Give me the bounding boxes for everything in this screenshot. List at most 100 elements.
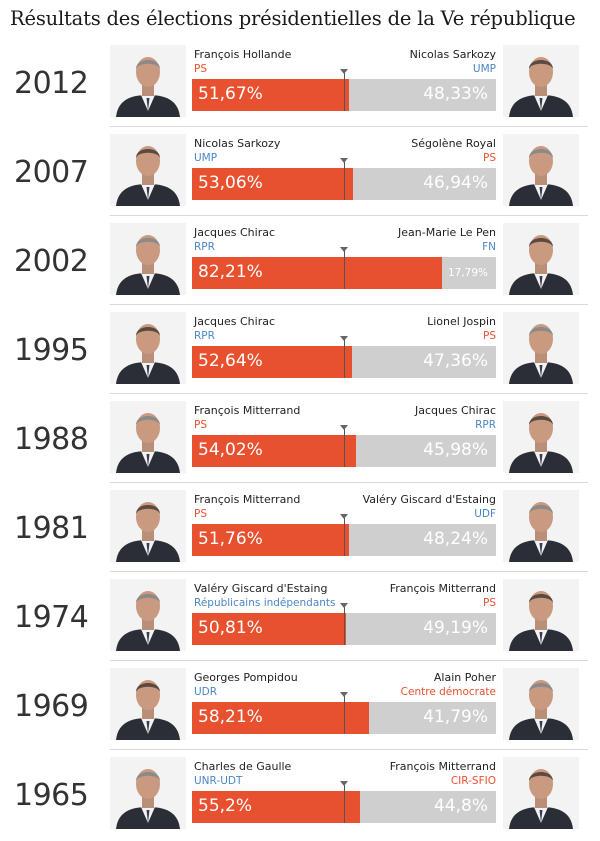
right-result-label: 41,79%	[423, 707, 488, 727]
portrait-icon	[110, 401, 186, 473]
right-result-label: 47,36%	[423, 351, 488, 371]
portrait-icon	[110, 45, 186, 117]
portrait-icon	[503, 490, 579, 562]
row-divider	[110, 749, 588, 750]
portrait-icon	[503, 668, 579, 740]
right-candidate-photo	[503, 757, 579, 829]
left-result-label: 51,67%	[198, 84, 263, 104]
row-divider	[110, 304, 588, 305]
left-result-label: 52,64%	[198, 351, 263, 371]
portrait-icon	[503, 134, 579, 206]
left-candidate-party: PS	[194, 508, 207, 520]
fifty-percent-marker	[340, 158, 348, 163]
row-divider	[110, 126, 588, 127]
left-candidate-name: Charles de Gaulle	[194, 760, 292, 773]
right-candidate-photo	[503, 401, 579, 473]
right-candidate-photo	[503, 134, 579, 206]
fifty-percent-line	[344, 785, 345, 823]
portrait-icon	[503, 757, 579, 829]
left-result-bar	[192, 79, 349, 111]
left-candidate-photo	[110, 312, 186, 384]
left-candidate-party: RPR	[194, 241, 215, 253]
left-candidate-party: UMP	[194, 152, 218, 164]
left-candidate-name: Jacques Chirac	[194, 315, 276, 328]
right-candidate-party: PS	[483, 330, 496, 342]
result-bar: 52,64% 47,36%	[192, 336, 496, 378]
result-bar: 51,76% 48,24%	[192, 514, 496, 556]
result-bar: 55,2% 44,8%	[192, 781, 496, 823]
fifty-percent-line	[344, 607, 345, 645]
year-label: 1974	[14, 600, 89, 635]
row-divider	[110, 393, 588, 394]
fifty-percent-line	[344, 340, 345, 378]
year-label: 2002	[14, 244, 89, 279]
right-result-label: 45,98%	[423, 440, 488, 460]
left-result-bar	[192, 791, 360, 823]
fifty-percent-line	[344, 518, 345, 556]
left-result-bar	[192, 702, 369, 734]
left-candidate-party: UNR-UDT	[194, 775, 243, 787]
result-bar: 54,02% 45,98%	[192, 425, 496, 467]
election-row: 1981 François Mitterrand PS Valéry Gisca…	[0, 485, 600, 574]
fifty-percent-marker	[340, 692, 348, 697]
right-result-label: 48,33%	[423, 84, 488, 104]
election-row: 1995 Jacques Chirac RPR Lionel Jospin PS…	[0, 307, 600, 396]
left-candidate-name: François Mitterrand	[194, 404, 301, 417]
right-candidate-name: Nicolas Sarkozy	[409, 48, 496, 61]
left-result-label: 54,02%	[198, 440, 263, 460]
left-result-label: 55,2%	[198, 796, 253, 816]
left-candidate-party: UDR	[194, 686, 218, 698]
portrait-icon	[110, 490, 186, 562]
left-result-bar	[192, 435, 356, 467]
right-candidate-party: CIR-SFIO	[450, 775, 496, 787]
fifty-percent-line	[344, 73, 345, 111]
year-label: 1988	[14, 422, 89, 457]
election-row: 2012 François Hollande PS Nicolas Sarkoz…	[0, 40, 600, 129]
left-candidate-name: Nicolas Sarkozy	[194, 137, 281, 150]
election-row: 2007 Nicolas Sarkozy UMP Ségolène Royal …	[0, 129, 600, 218]
right-candidate-name: Jacques Chirac	[414, 404, 496, 417]
year-label: 2007	[14, 155, 89, 190]
portrait-icon	[503, 45, 579, 117]
result-bar: 50,81% 49,19%	[192, 603, 496, 645]
right-candidate-photo	[503, 490, 579, 562]
right-candidate-name: Ségolène Royal	[411, 137, 496, 150]
left-candidate-photo	[110, 579, 186, 651]
left-candidate-photo	[110, 223, 186, 295]
left-candidate-name: François Hollande	[194, 48, 292, 61]
left-result-bar	[192, 168, 353, 200]
year-label: 1969	[14, 689, 89, 724]
row-divider	[110, 660, 588, 661]
fifty-percent-line	[344, 162, 345, 200]
left-result-label: 58,21%	[198, 707, 263, 727]
left-candidate-photo	[110, 134, 186, 206]
right-candidate-photo	[503, 45, 579, 117]
election-row: 1965 Charles de Gaulle UNR-UDT François …	[0, 752, 600, 841]
chart-title: Résultats des élections présidentielles …	[10, 7, 576, 30]
election-row: 1974 Valéry Giscard d'Estaing Républicai…	[0, 574, 600, 663]
year-label: 1981	[14, 511, 89, 546]
left-result-label: 82,21%	[198, 262, 263, 282]
right-candidate-party: UMP	[472, 63, 496, 75]
portrait-icon	[503, 312, 579, 384]
left-candidate-party: Républicains indépendants	[194, 597, 336, 609]
portrait-icon	[503, 579, 579, 651]
left-candidate-party: PS	[194, 419, 207, 431]
right-candidate-photo	[503, 223, 579, 295]
result-bar: 51,67% 48,33%	[192, 69, 496, 111]
election-row: 2002 Jacques Chirac RPR Jean-Marie Le Pe…	[0, 218, 600, 307]
left-candidate-photo	[110, 490, 186, 562]
right-candidate-name: Jean-Marie Le Pen	[398, 226, 496, 239]
fifty-percent-line	[344, 429, 345, 467]
election-row: 1969 Georges Pompidou UDR Alain Poher Ce…	[0, 663, 600, 752]
left-candidate-name: François Mitterrand	[194, 493, 301, 506]
year-label: 2012	[14, 66, 89, 101]
portrait-icon	[110, 134, 186, 206]
left-candidate-photo	[110, 757, 186, 829]
row-divider	[110, 482, 588, 483]
left-candidate-party: RPR	[194, 330, 215, 342]
left-candidate-name: Georges Pompidou	[194, 671, 298, 684]
left-candidate-photo	[110, 45, 186, 117]
left-result-bar	[192, 524, 349, 556]
